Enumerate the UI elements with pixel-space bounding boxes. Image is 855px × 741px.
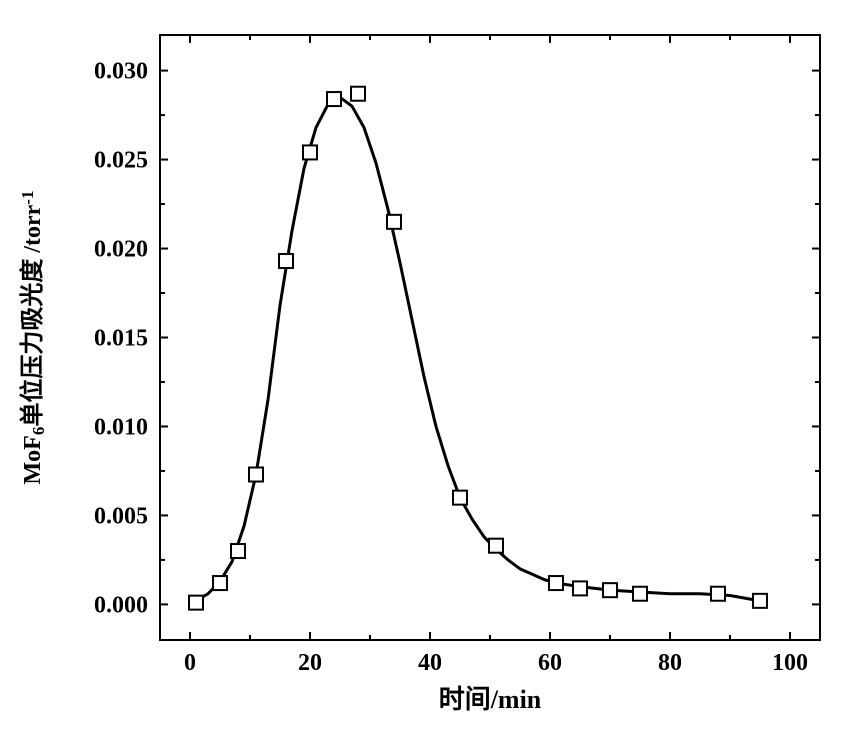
y-tick-label: 0.020 [94,237,148,263]
x-tick-label: 0 [184,650,196,676]
y-axis-label: MoF6单位压力吸光度 /torr-1 [18,191,48,485]
chart-container: 0 20 40 60 80 100 0.000 0.005 0.010 0.015 0.020 0.0… [0,0,855,741]
data-marker [753,594,767,608]
x-axis-label: 时间/min [439,685,542,714]
data-marker [279,254,293,268]
chart-svg: 0 20 40 60 80 100 0.000 0.005 0.010 0.015 0.020 0.0… [0,0,855,741]
data-marker [249,468,263,482]
y-tick-label: 0.005 [94,503,148,529]
y-tick-label: 0.000 [94,592,148,618]
x-tick-label: 20 [298,650,322,676]
data-marker [303,145,317,159]
x-tick-label: 60 [538,650,562,676]
data-marker [387,215,401,229]
y-tick-label: 0.030 [94,59,148,85]
data-marker [573,581,587,595]
data-marker [603,583,617,597]
x-tick-label: 40 [418,650,442,676]
data-marker [231,544,245,558]
data-marker [351,87,365,101]
data-curve [196,97,760,601]
data-marker [633,587,647,601]
y-tick-label: 0.015 [94,326,148,352]
y-tick-label: 0.025 [94,148,148,174]
x-tick-label: 80 [658,650,682,676]
data-marker [549,576,563,590]
data-marker [213,576,227,590]
data-marker [189,596,203,610]
y-tick-label: 0.010 [94,414,148,440]
data-marker [489,539,503,553]
x-tick-label: 100 [772,650,808,676]
data-marker [711,587,725,601]
data-marker [327,92,341,106]
data-marker [453,491,467,505]
